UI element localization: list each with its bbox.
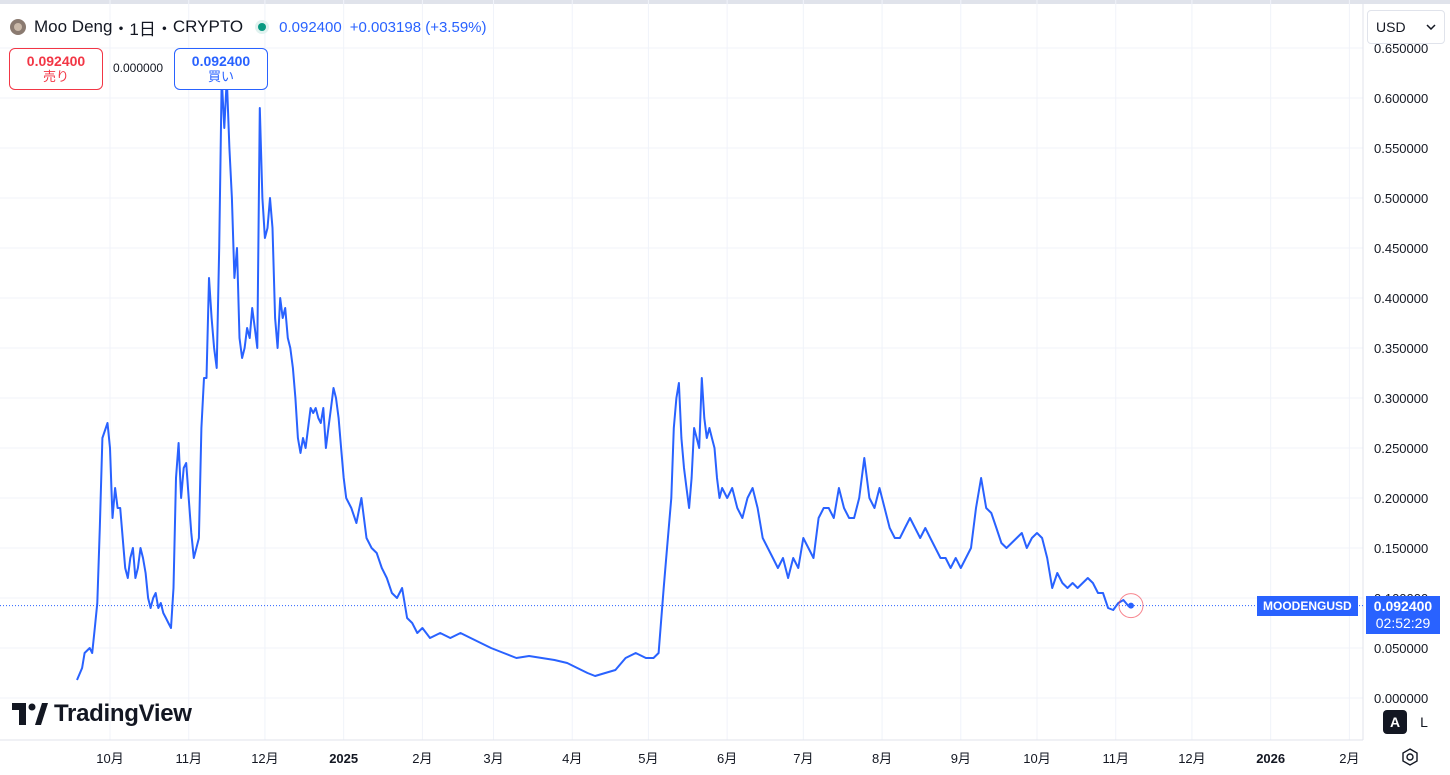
settings-gear-icon[interactable]: [1400, 747, 1420, 767]
chevron-down-icon: [1426, 24, 1436, 30]
y-tick-label: 0.050000: [1374, 641, 1428, 656]
log-scale-button[interactable]: L: [1420, 714, 1428, 730]
y-tick-label: 0.550000: [1374, 141, 1428, 156]
top-border: [0, 0, 1450, 4]
price-axis[interactable]: 0.650000 0.600000 0.550000 0.500000 0.450000…: [1374, 41, 1428, 706]
x-tick-label: 12月: [251, 751, 278, 766]
y-tick-label: 0.500000: [1374, 191, 1428, 206]
buy-price: 0.092400: [191, 53, 251, 69]
x-tick-label: 11月: [175, 751, 202, 766]
y-tick-label: 0.250000: [1374, 441, 1428, 456]
last-price-tag-value: 0.092400: [1373, 598, 1433, 614]
y-tick-label: 0.400000: [1374, 291, 1428, 306]
tradingview-logo[interactable]: TradingView: [12, 700, 192, 728]
sell-label: 売り: [42, 69, 69, 84]
coin-logo-icon: [10, 19, 26, 35]
price-series-line: [76, 77, 1132, 681]
bar-countdown: 02:52:29: [1375, 615, 1431, 631]
x-tick-label: 10月: [1023, 751, 1050, 766]
interval-label[interactable]: ・1日・: [112, 19, 173, 39]
sell-price: 0.092400: [26, 53, 86, 69]
symbol-price-tag: MOODENGUSD: [1257, 596, 1358, 616]
x-tick-label: 4月: [562, 751, 582, 766]
x-tick-label: 2月: [1339, 751, 1359, 766]
currency-value: USD: [1376, 19, 1406, 35]
exchange-label: CRYPTO: [172, 17, 244, 36]
x-tick-label: 8月: [872, 751, 892, 766]
spread-value: 0.000000: [113, 61, 164, 75]
y-tick-label: 0.350000: [1374, 341, 1428, 356]
x-tick-label: 2026: [1256, 751, 1285, 766]
price-change: +0.003198 (+3.59%): [349, 18, 487, 36]
x-tick-label: 11月: [1102, 751, 1129, 766]
last-price-marker: [1127, 602, 1134, 609]
x-tick-label: 12月: [1178, 751, 1205, 766]
tradingview-logo-text: TradingView: [54, 700, 192, 727]
x-tick-label: 2025: [329, 751, 358, 766]
buy-label: 買い: [207, 69, 234, 84]
x-tick-label: 10月: [96, 751, 123, 766]
tradingview-logo-icon: [12, 703, 48, 725]
x-tick-label: 5月: [638, 751, 658, 766]
last-price-marker-ring: [1118, 593, 1144, 619]
x-tick-label: 7月: [793, 751, 813, 766]
x-tick-label: 3月: [483, 751, 503, 766]
grid: [0, 0, 1363, 740]
y-tick-label: 0.450000: [1374, 241, 1428, 256]
y-tick-label: 0.300000: [1374, 391, 1428, 406]
y-tick-label: 0.000000: [1374, 691, 1428, 706]
y-tick-label: 0.200000: [1374, 491, 1428, 506]
symbol-name[interactable]: Moo Deng: [34, 17, 113, 36]
market-status-icon[interactable]: [255, 20, 270, 34]
y-tick-label: 0.650000: [1374, 41, 1428, 56]
buy-button[interactable]: 0.092400 買い: [174, 48, 268, 90]
time-axis[interactable]: 10月 11月 12月 2025 2月 3月 4月 5月 6月 7月 8月 9月 10月 11月 12月 20…: [96, 751, 1359, 766]
auto-scale-button[interactable]: A: [1383, 710, 1407, 734]
sell-button[interactable]: 0.092400 売り: [9, 48, 103, 90]
last-price: 0.092400: [279, 18, 342, 36]
y-tick-label: 0.600000: [1374, 91, 1428, 106]
x-tick-label: 2月: [412, 751, 432, 766]
currency-select[interactable]: USD: [1367, 10, 1445, 44]
x-tick-label: 6月: [717, 751, 737, 766]
last-price-tag: 0.092400 02:52:29: [1366, 596, 1440, 634]
x-tick-label: 9月: [951, 751, 971, 766]
symbol-header: Moo Deng ・1日・ CRYPTO 0.092400 +0.003198 …: [10, 15, 495, 39]
y-tick-label: 0.150000: [1374, 541, 1428, 556]
